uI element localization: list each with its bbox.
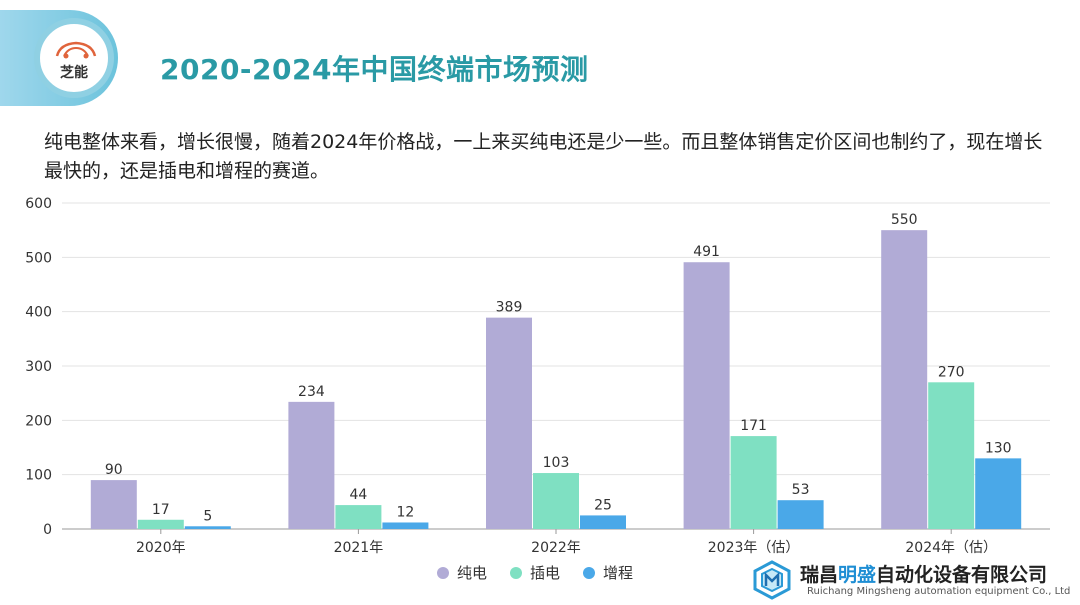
bar (533, 473, 579, 529)
company-name: 瑞昌明盛自动化设备有限公司 (800, 560, 1047, 587)
data-label: 5 (203, 508, 212, 524)
legend-marker (510, 567, 522, 579)
data-label: 171 (740, 418, 767, 434)
y-tick-label: 600 (25, 196, 52, 212)
data-label: 550 (891, 212, 918, 228)
bar (90, 480, 137, 529)
data-label: 270 (938, 364, 965, 380)
data-label: 103 (543, 455, 570, 471)
bar (975, 458, 1022, 529)
data-label: 90 (105, 462, 123, 478)
data-label: 12 (396, 504, 414, 520)
bar (382, 522, 429, 529)
data-label: 491 (693, 244, 720, 260)
data-label: 234 (298, 384, 325, 400)
legend-label: 增程 (603, 564, 633, 582)
data-label: 44 (349, 487, 367, 503)
data-label: 25 (594, 497, 612, 513)
company-highlight: 明盛 (838, 564, 877, 586)
bar (580, 515, 626, 529)
x-tick-label: 2023年（估） (708, 540, 800, 556)
y-tick-label: 400 (25, 305, 52, 321)
company-english-name: Ruichang Mingsheng automation equipment … (807, 586, 1071, 597)
y-tick-label: 0 (43, 522, 52, 538)
data-label: 17 (152, 502, 170, 518)
y-tick-label: 300 (25, 359, 52, 375)
bar-chart: 0 100 200 300 400 500 600 90 17 5 2020年 234 44 12 2021… (25, 196, 1050, 582)
brand-logo: 芝能 (34, 18, 114, 98)
company-suffix: 自动化设备有限公司 (876, 564, 1048, 586)
bar (137, 519, 184, 529)
bar (288, 401, 335, 529)
x-tick-label: 2024年（估） (905, 540, 997, 556)
logo-text: 芝能 (60, 65, 88, 81)
x-tick-label: 2021年 (334, 540, 384, 556)
bar (486, 317, 532, 529)
y-tick-label: 100 (25, 468, 52, 484)
legend-marker (583, 567, 595, 579)
data-label: 53 (792, 482, 810, 498)
x-tick-label: 2020年 (136, 540, 186, 556)
legend-marker (437, 567, 449, 579)
bar (881, 230, 928, 529)
bar (184, 526, 231, 529)
bar (683, 262, 730, 529)
y-tick-label: 500 (25, 250, 52, 266)
description-text: 纯电整体来看，增长很慢，随着2024年价格战，一上来买纯电还是少一些。而且整体销… (44, 131, 1043, 182)
legend-label: 纯电 (457, 564, 487, 582)
data-label: 389 (496, 300, 523, 316)
legend-label: 插电 (530, 564, 560, 582)
y-tick-label: 200 (25, 413, 52, 429)
company-prefix: 瑞昌 (800, 564, 839, 586)
bar (777, 500, 824, 529)
car-logo-icon (55, 41, 97, 59)
x-tick-label: 2022年 (531, 540, 581, 556)
bar (730, 436, 777, 529)
bar (928, 382, 975, 529)
data-label: 130 (985, 440, 1012, 456)
page-title: 2020-2024年中国终端市场预测 (160, 53, 589, 86)
bar (335, 505, 382, 529)
company-logo-icon (753, 560, 791, 600)
